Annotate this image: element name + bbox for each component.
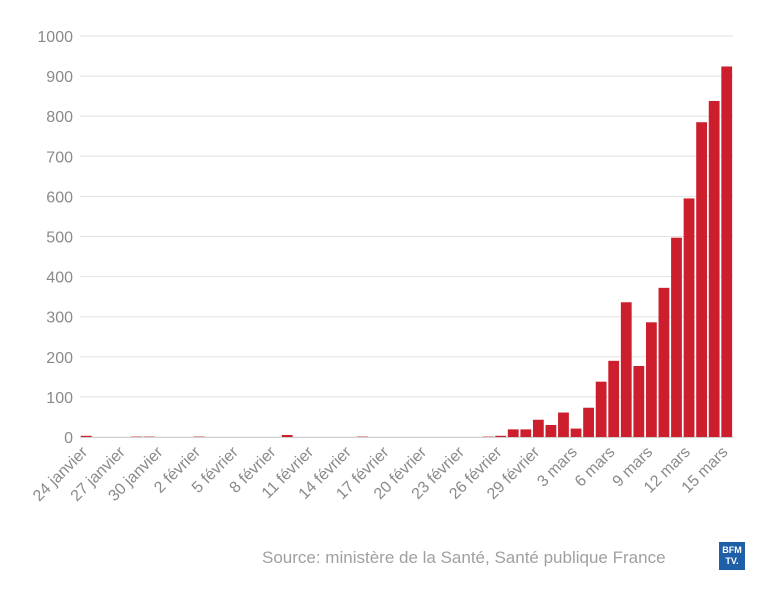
- bar: [80, 435, 92, 437]
- bfmtv-logo: BFM TV.: [719, 542, 745, 570]
- x-tick-label: 6 mars: [572, 444, 619, 491]
- bar: [696, 122, 708, 438]
- bar: [645, 322, 657, 437]
- x-tick-label: 3 mars: [534, 444, 581, 491]
- bar: [583, 407, 594, 437]
- y-tick-label: 100: [46, 390, 73, 407]
- bar: [633, 366, 645, 437]
- bar: [608, 360, 620, 437]
- y-tick-label: 1000: [37, 29, 73, 46]
- y-tick-label: 300: [46, 310, 73, 327]
- bar: [658, 287, 670, 437]
- y-tick-label: 900: [46, 69, 73, 86]
- bar: [281, 435, 293, 437]
- y-tick-label: 400: [46, 270, 73, 287]
- bar: [495, 435, 507, 437]
- source-note: Source: ministère de la Santé, Santé pub…: [262, 548, 666, 567]
- bar: [570, 428, 582, 437]
- logo-line-1: BFM: [722, 545, 742, 555]
- y-tick-label: 200: [46, 350, 73, 367]
- bar: [532, 419, 544, 437]
- logo-line-2: TV.: [725, 556, 739, 566]
- bar: [558, 412, 569, 437]
- bar: [721, 66, 733, 437]
- y-tick-label: 0: [64, 430, 73, 447]
- y-tick-label: 500: [46, 230, 73, 247]
- bar: [595, 381, 607, 437]
- bar: [683, 198, 695, 437]
- bar: [507, 429, 519, 437]
- bar: [620, 302, 632, 437]
- bar: [671, 237, 682, 437]
- bar: [708, 100, 720, 438]
- bar: [520, 429, 532, 437]
- y-tick-label: 700: [46, 149, 73, 166]
- y-tick-label: 800: [46, 109, 73, 126]
- y-tick-label: 600: [46, 189, 73, 206]
- bar: [545, 424, 557, 437]
